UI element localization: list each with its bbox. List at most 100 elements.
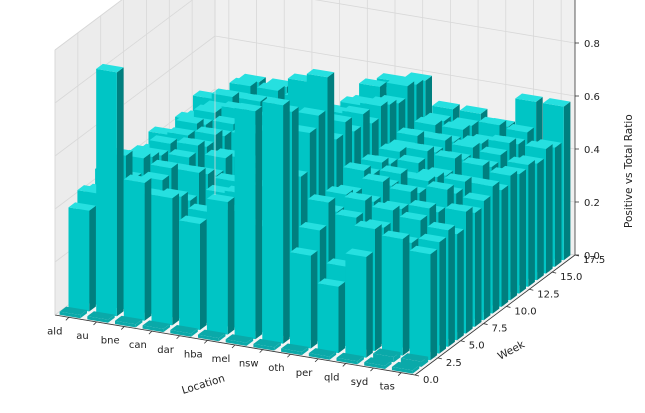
bar-side-face <box>338 281 346 354</box>
bar-side-face <box>430 249 438 361</box>
bar-side-face <box>255 106 263 340</box>
bar-top-face <box>389 183 418 192</box>
back-grid-line <box>214 35 576 97</box>
bar-top-face <box>404 72 432 81</box>
bar-top-face <box>317 278 346 287</box>
bar-can-week-0 <box>142 320 171 333</box>
bar-oth-week-1 <box>290 247 318 349</box>
bar-top-face <box>151 189 179 199</box>
bar-syd-week-2 <box>382 230 410 356</box>
bar-top-face <box>59 306 87 315</box>
location-tick-label: oth <box>268 363 284 374</box>
week-tick-label: 5.0 <box>469 341 485 352</box>
bar-top-face <box>325 186 353 195</box>
bar-side-face <box>537 158 544 281</box>
z-tick-label: 0.6 <box>584 92 600 103</box>
bar-front-face <box>345 253 367 358</box>
bar-top-face <box>343 162 371 171</box>
location-tick <box>204 340 208 344</box>
bar-top-face <box>281 343 309 352</box>
bar-top-face <box>195 126 223 135</box>
bar-side-face <box>283 100 290 344</box>
bar-top-face <box>434 150 462 159</box>
bar-syd-week-0 <box>364 357 392 369</box>
bar-top-face <box>257 82 285 91</box>
bar-front-face <box>234 107 256 340</box>
bar-top-face <box>416 168 444 178</box>
bar-top-face <box>427 221 455 231</box>
bar-top-face <box>488 134 517 144</box>
location-tick-label: per <box>296 368 314 379</box>
bar-side-face <box>492 181 500 314</box>
bar-front-face <box>400 358 422 367</box>
bar-top-face <box>253 338 281 348</box>
bar-top-face <box>414 116 442 126</box>
location-tick <box>148 330 153 335</box>
bar-top-face <box>386 77 415 87</box>
bar-top-face <box>432 100 460 110</box>
bar-top-face <box>362 173 390 182</box>
bar-per-week-1 <box>317 278 346 354</box>
bar-side-face <box>357 356 364 365</box>
bar-side-face <box>144 178 152 321</box>
bar-front-face <box>59 311 81 319</box>
bar-mel-week-0 <box>225 334 254 346</box>
bar-top-face <box>360 97 388 107</box>
location-tick-label: hba <box>184 349 203 360</box>
bar-qld-week-1 <box>345 248 373 358</box>
bar-side-face <box>483 196 491 321</box>
location-tick-label: au <box>76 331 88 342</box>
bar-top-face <box>167 127 195 136</box>
bar-side-face <box>274 342 281 351</box>
side-grid-line <box>54 0 193 104</box>
bar-top-face <box>426 181 454 190</box>
bar-side-face <box>474 208 482 327</box>
bar-front-face <box>96 68 117 317</box>
bar-tas-week-2 <box>409 245 438 361</box>
bar-front-face <box>281 348 302 356</box>
bar-side-face <box>301 346 309 356</box>
bar-top-face <box>142 320 171 329</box>
bar-top-face <box>525 140 553 149</box>
bar-front-face <box>262 101 284 344</box>
bar-top-face <box>359 78 387 87</box>
bar-top-face <box>335 209 363 218</box>
z-tick-label: 0.2 <box>584 198 600 209</box>
location-tick <box>370 367 374 372</box>
bar-front-face <box>364 362 385 369</box>
bar-front-face <box>382 235 403 356</box>
bar-top-face <box>406 142 434 152</box>
bar-mel-week-1 <box>234 102 263 340</box>
bars-group <box>59 63 571 374</box>
bar-top-face <box>364 357 392 366</box>
bar-dar-week-1 <box>179 215 207 330</box>
bar-side-face <box>310 250 318 349</box>
bar-nsw-week-0 <box>253 338 281 351</box>
bar-oth-week-0 <box>281 343 309 356</box>
location-tick-label: mel <box>212 354 231 365</box>
y-axis-title: Week <box>496 338 528 363</box>
location-tick-label: ald <box>47 326 62 337</box>
bar-top-face <box>445 203 473 212</box>
bar-side-face <box>501 185 509 307</box>
location-tick <box>342 363 347 367</box>
bar-top-face <box>307 194 336 203</box>
bar-top-face <box>115 315 143 325</box>
bar-top-face <box>396 127 425 136</box>
bar-top-face <box>515 93 543 102</box>
bar-top-face <box>211 88 240 97</box>
bar-top-face <box>266 78 294 87</box>
bar-side-face <box>108 314 115 323</box>
back-grid-line <box>314 0 576 44</box>
bar-top-face <box>342 105 370 115</box>
bar-side-face <box>375 224 382 351</box>
bar-front-face <box>87 316 108 323</box>
bar-top-face <box>170 325 198 334</box>
bar-top-face <box>193 104 222 113</box>
bar-top-face <box>372 202 400 211</box>
bar-top-face <box>463 192 491 201</box>
bar-top-face <box>399 211 428 221</box>
bar-top-face <box>361 154 389 163</box>
bar-side-face <box>448 225 455 347</box>
bar-side-face <box>191 328 198 337</box>
